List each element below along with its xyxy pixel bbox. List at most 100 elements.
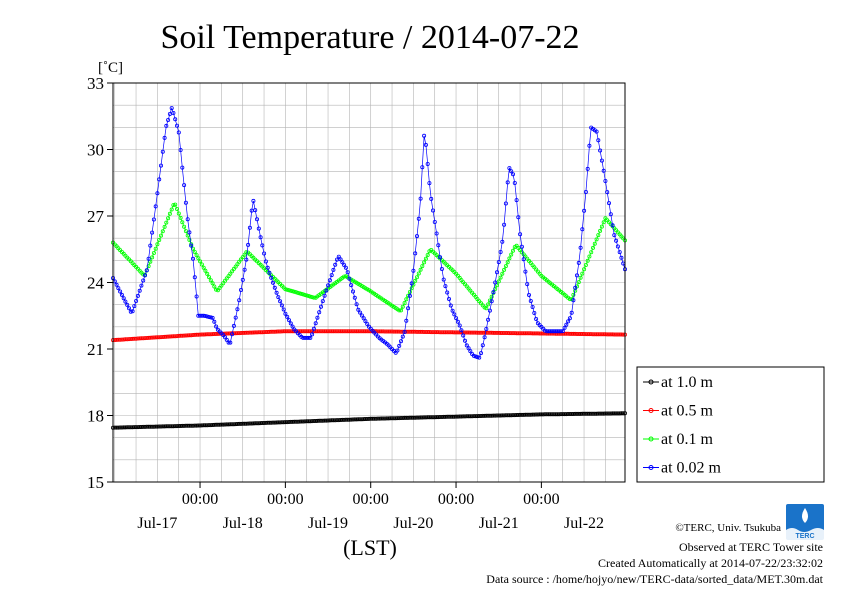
data-point bbox=[418, 267, 423, 272]
x-date-label: Jul-21 bbox=[479, 515, 519, 532]
data-point bbox=[244, 330, 249, 335]
data-point bbox=[169, 207, 174, 212]
data-point bbox=[244, 421, 249, 426]
data-point bbox=[510, 413, 515, 418]
data-point bbox=[429, 415, 434, 420]
data-point bbox=[509, 169, 514, 174]
legend-swatch-marker bbox=[648, 379, 654, 385]
data-point bbox=[294, 290, 299, 295]
data-point bbox=[498, 249, 503, 254]
data-point bbox=[582, 267, 587, 272]
data-point bbox=[201, 313, 206, 318]
data-point bbox=[619, 332, 624, 337]
data-point bbox=[199, 262, 204, 267]
data-point bbox=[603, 178, 608, 183]
data-point bbox=[155, 242, 160, 247]
data-point bbox=[180, 423, 185, 428]
data-point bbox=[607, 411, 612, 416]
legend-entry: at 1.0 m bbox=[643, 374, 714, 391]
data-point bbox=[283, 311, 288, 316]
data-point bbox=[279, 303, 284, 308]
data-point bbox=[510, 172, 515, 177]
data-point bbox=[150, 335, 155, 340]
terc-logo: TERC bbox=[786, 504, 824, 540]
data-point bbox=[326, 283, 331, 288]
data-point bbox=[450, 308, 455, 313]
data-point bbox=[452, 312, 457, 317]
data-point bbox=[610, 223, 615, 228]
data-point bbox=[414, 415, 419, 420]
data-point bbox=[151, 250, 156, 255]
data-point bbox=[278, 329, 283, 334]
data-point bbox=[477, 413, 482, 418]
data-point bbox=[205, 314, 210, 319]
data-point bbox=[443, 414, 448, 419]
data-point bbox=[183, 200, 188, 205]
data-point bbox=[528, 298, 533, 303]
data-point bbox=[388, 329, 393, 334]
data-point bbox=[308, 335, 313, 340]
data-point bbox=[205, 332, 210, 337]
x-tick-label: 00:00 bbox=[523, 491, 559, 508]
data-point bbox=[123, 425, 128, 430]
data-point bbox=[340, 417, 345, 422]
data-point bbox=[212, 422, 217, 427]
data-point bbox=[438, 255, 443, 260]
data-point bbox=[176, 130, 181, 135]
data-point bbox=[413, 329, 418, 334]
data-point bbox=[142, 336, 147, 341]
data-point bbox=[423, 142, 428, 147]
data-point bbox=[203, 423, 208, 428]
data-point bbox=[390, 416, 395, 421]
data-point bbox=[350, 417, 355, 422]
data-point bbox=[166, 424, 171, 429]
data-point bbox=[153, 204, 158, 209]
data-point bbox=[187, 423, 192, 428]
data-point bbox=[308, 294, 313, 299]
data-point bbox=[484, 326, 489, 331]
data-point bbox=[267, 329, 272, 334]
data-point bbox=[571, 331, 576, 336]
series-line bbox=[112, 204, 626, 311]
data-point bbox=[475, 414, 480, 419]
y-tick-label: 33 bbox=[87, 74, 104, 93]
data-point bbox=[425, 252, 430, 257]
data-point bbox=[398, 415, 403, 420]
data-point bbox=[478, 413, 483, 418]
x-tick-label: 00:00 bbox=[267, 491, 303, 508]
data-point bbox=[411, 415, 416, 420]
data-point bbox=[580, 227, 585, 232]
data-point bbox=[137, 288, 142, 293]
data-point bbox=[134, 298, 139, 303]
data-point bbox=[148, 259, 153, 264]
data-point bbox=[162, 135, 167, 140]
data-point bbox=[125, 302, 130, 307]
data-point bbox=[150, 255, 155, 260]
data-point bbox=[395, 416, 400, 421]
data-point bbox=[571, 411, 576, 416]
data-point bbox=[454, 414, 459, 419]
data-point bbox=[471, 353, 476, 358]
legend-entry: at 0.1 m bbox=[643, 431, 714, 448]
data-point bbox=[560, 329, 565, 334]
data-point bbox=[425, 161, 430, 166]
data-point bbox=[427, 181, 432, 186]
data-point bbox=[182, 333, 187, 338]
data-point bbox=[317, 310, 322, 315]
data-point bbox=[502, 222, 507, 227]
data-point bbox=[224, 337, 229, 342]
data-point bbox=[301, 419, 306, 424]
data-point bbox=[183, 229, 188, 234]
data-point bbox=[569, 310, 574, 315]
data-point bbox=[338, 257, 343, 262]
data-point bbox=[521, 257, 526, 262]
data-point bbox=[484, 413, 489, 418]
data-point bbox=[477, 355, 482, 360]
data-point bbox=[310, 419, 315, 424]
series-at-0-1-m bbox=[111, 202, 628, 313]
data-point bbox=[180, 220, 185, 225]
data-point bbox=[157, 335, 162, 340]
data-point bbox=[238, 330, 243, 335]
data-point bbox=[583, 262, 588, 267]
data-point bbox=[327, 278, 332, 283]
